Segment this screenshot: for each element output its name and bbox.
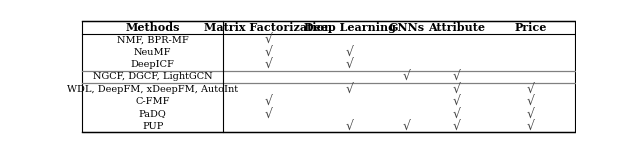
Text: √: √ [453, 95, 461, 108]
Text: Attribute: Attribute [428, 22, 485, 33]
Text: PaDQ: PaDQ [139, 109, 166, 118]
Text: √: √ [527, 107, 534, 120]
Text: √: √ [403, 70, 410, 83]
Text: NMF, BPR-MF: NMF, BPR-MF [116, 35, 189, 44]
Text: √: √ [403, 120, 410, 133]
Text: √: √ [453, 120, 461, 133]
Text: √: √ [264, 107, 273, 120]
Text: GNNs: GNNs [388, 22, 424, 33]
Text: √: √ [264, 95, 273, 108]
Text: √: √ [527, 120, 534, 133]
Text: √: √ [264, 46, 273, 59]
Text: Deep Learning: Deep Learning [303, 22, 396, 33]
Text: WDL, DeepFM, xDeepFM, AutoInt: WDL, DeepFM, xDeepFM, AutoInt [67, 85, 238, 94]
Text: √: √ [453, 83, 461, 96]
Text: √: √ [453, 107, 461, 120]
Text: C-FMF: C-FMF [136, 97, 170, 106]
Text: √: √ [346, 83, 354, 96]
Text: √: √ [453, 70, 461, 83]
Text: √: √ [264, 58, 273, 71]
Text: Matrix Factorization: Matrix Factorization [204, 22, 332, 33]
Text: √: √ [527, 95, 534, 108]
Text: PUP: PUP [142, 122, 163, 131]
Text: √: √ [264, 33, 273, 46]
Text: √: √ [346, 46, 354, 59]
Text: √: √ [346, 120, 354, 133]
Text: NeuMF: NeuMF [134, 48, 172, 57]
Text: NGCF, DGCF, LightGCN: NGCF, DGCF, LightGCN [93, 72, 212, 81]
Text: √: √ [527, 83, 534, 96]
Text: DeepICF: DeepICF [131, 60, 175, 69]
Text: √: √ [346, 58, 354, 71]
Text: Price: Price [515, 22, 547, 33]
Text: Methods: Methods [125, 22, 180, 33]
